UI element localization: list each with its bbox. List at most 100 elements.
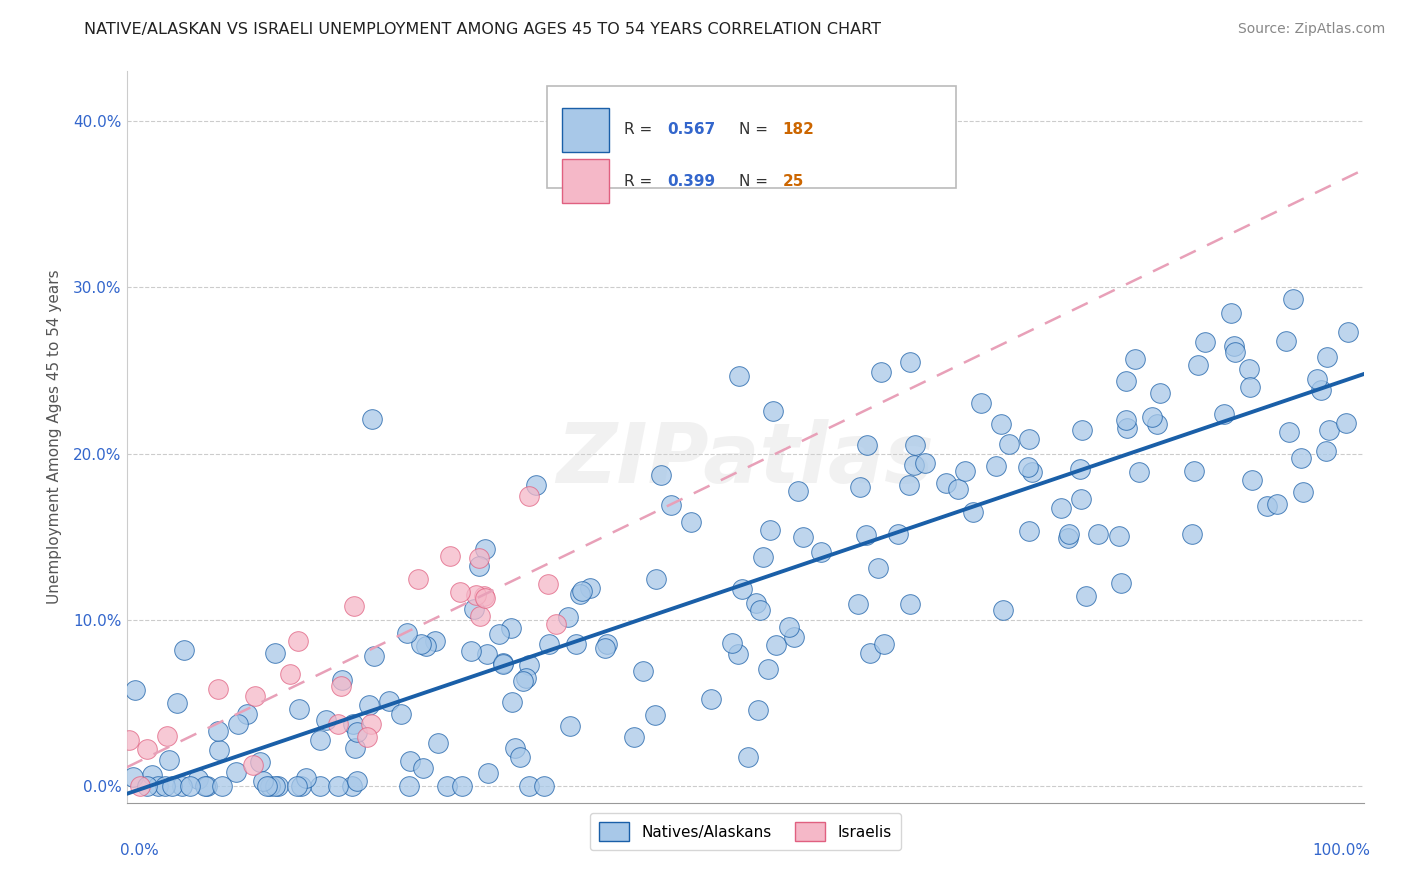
Text: Source: ZipAtlas.com: Source: ZipAtlas.com [1237, 22, 1385, 37]
Israelis [135, 741, 157, 756]
Natives/Alaskans [898, 355, 921, 369]
Natives/Alaskans [249, 755, 271, 769]
Natives/Alaskans [596, 637, 619, 651]
Natives/Alaskans [378, 694, 401, 708]
Natives/Alaskans [415, 639, 437, 653]
Israelis [517, 489, 540, 503]
Natives/Alaskans [1239, 380, 1261, 394]
Natives/Alaskans [207, 723, 229, 738]
Natives/Alaskans [1146, 417, 1168, 432]
Natives/Alaskans [848, 480, 870, 494]
Natives/Alaskans [990, 417, 1012, 431]
Natives/Alaskans [346, 774, 368, 789]
Natives/Alaskans [266, 779, 288, 793]
Natives/Alaskans [136, 779, 159, 793]
Natives/Alaskans [357, 698, 380, 713]
Text: 0.0%: 0.0% [121, 843, 159, 858]
Israelis [278, 667, 301, 681]
Natives/Alaskans [517, 779, 540, 793]
Natives/Alaskans [1017, 460, 1039, 475]
Natives/Alaskans [263, 779, 285, 793]
Natives/Alaskans [1071, 423, 1094, 437]
Natives/Alaskans [946, 482, 969, 496]
Israelis [129, 779, 152, 793]
Text: 0.567: 0.567 [668, 122, 716, 137]
Natives/Alaskans [195, 779, 218, 793]
Natives/Alaskans [623, 730, 645, 744]
Natives/Alaskans [187, 772, 209, 786]
Natives/Alaskans [226, 717, 249, 731]
Natives/Alaskans [1282, 292, 1305, 306]
Natives/Alaskans [1021, 465, 1043, 479]
Israelis [465, 588, 488, 602]
Israelis [118, 733, 141, 747]
Bar [562, 108, 609, 152]
Natives/Alaskans [1050, 500, 1073, 515]
Natives/Alaskans [868, 561, 890, 575]
Natives/Alaskans [1056, 531, 1078, 545]
Natives/Alaskans [1213, 408, 1236, 422]
Natives/Alaskans [342, 716, 364, 731]
Natives/Alaskans [501, 695, 523, 709]
Natives/Alaskans [179, 779, 201, 793]
Natives/Alaskans [731, 582, 754, 597]
Natives/Alaskans [340, 779, 363, 793]
Israelis [360, 716, 382, 731]
Natives/Alaskans [579, 581, 602, 595]
Natives/Alaskans [146, 779, 169, 793]
Text: 0.399: 0.399 [668, 174, 716, 188]
Natives/Alaskans [1334, 416, 1357, 430]
Natives/Alaskans [1184, 464, 1206, 478]
Israelis [326, 717, 349, 731]
Natives/Alaskans [501, 621, 523, 635]
Natives/Alaskans [211, 779, 233, 793]
Natives/Alaskans [1292, 484, 1315, 499]
Natives/Alaskans [509, 750, 531, 764]
Natives/Alaskans [765, 638, 787, 652]
Israelis [449, 584, 471, 599]
Text: N =: N = [740, 174, 773, 188]
Natives/Alaskans [409, 637, 432, 651]
Natives/Alaskans [515, 671, 537, 685]
Natives/Alaskans [172, 779, 194, 793]
Natives/Alaskans [869, 365, 891, 379]
Natives/Alaskans [758, 662, 780, 676]
Natives/Alaskans [855, 528, 877, 542]
Natives/Alaskans [778, 620, 800, 634]
Bar [562, 159, 609, 203]
Natives/Alaskans [157, 753, 180, 767]
Natives/Alaskans [558, 719, 581, 733]
Natives/Alaskans [897, 478, 920, 492]
Natives/Alaskans [728, 369, 751, 384]
Natives/Alaskans [290, 779, 312, 793]
Natives/Alaskans [783, 631, 806, 645]
Y-axis label: Unemployment Among Ages 45 to 54 years: Unemployment Among Ages 45 to 54 years [46, 269, 62, 605]
Natives/Alaskans [463, 602, 485, 616]
Natives/Alaskans [1225, 345, 1247, 359]
Natives/Alaskans [650, 468, 672, 483]
Natives/Alaskans [263, 647, 285, 661]
Natives/Alaskans [512, 674, 534, 689]
Israelis [156, 729, 179, 743]
Natives/Alaskans [1018, 432, 1040, 446]
Natives/Alaskans [1194, 334, 1216, 349]
Natives/Alaskans [492, 657, 515, 672]
Natives/Alaskans [962, 505, 984, 519]
Natives/Alaskans [747, 703, 769, 717]
Israelis [245, 689, 267, 703]
Natives/Alaskans [762, 404, 785, 418]
Natives/Alaskans [1149, 386, 1171, 401]
Natives/Alaskans [700, 691, 723, 706]
Natives/Alaskans [792, 530, 814, 544]
Israelis [287, 634, 309, 648]
Natives/Alaskans [659, 499, 682, 513]
Natives/Alaskans [346, 724, 368, 739]
Natives/Alaskans [361, 412, 384, 426]
Natives/Alaskans [749, 603, 772, 617]
Natives/Alaskans [288, 702, 311, 716]
Natives/Alaskans [644, 708, 666, 723]
Natives/Alaskans [285, 779, 308, 793]
Natives/Alaskans [986, 459, 1008, 474]
Natives/Alaskans [1306, 372, 1329, 386]
Natives/Alaskans [1057, 527, 1080, 541]
